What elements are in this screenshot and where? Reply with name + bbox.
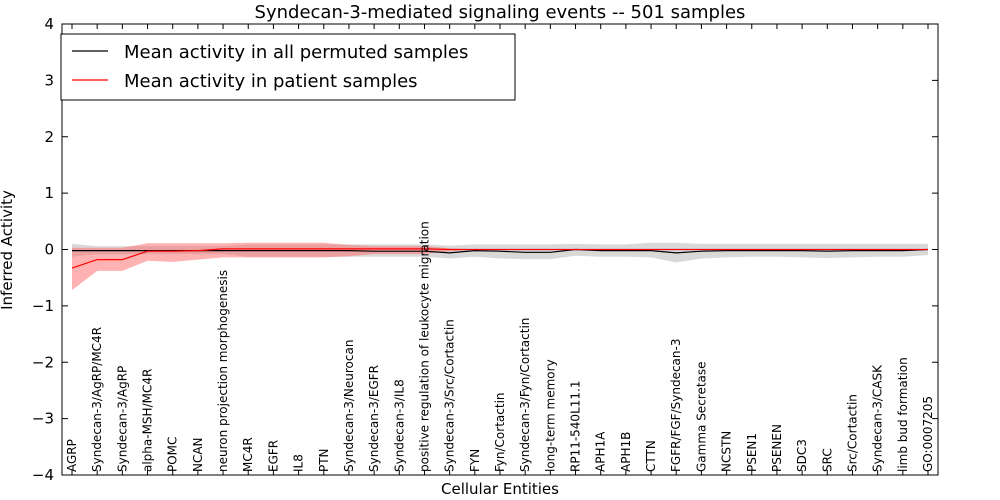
x-tick-label: limb bud formation [896, 357, 910, 472]
x-axis-title: Cellular Entities [441, 480, 559, 498]
x-tick-label: Syndecan-3/Neurocan [342, 340, 356, 472]
y-axis-title: Inferred Activity [0, 190, 16, 310]
x-tick-label: Syndecan-3/AgRP/MC4R [90, 327, 104, 472]
y-tick-label: −4 [32, 466, 54, 484]
y-tick-label: −2 [32, 353, 54, 371]
x-tick-label: IL8 [292, 454, 306, 472]
legend: Mean activity in all permuted samples Me… [60, 33, 516, 101]
x-tick-label: FYN [468, 449, 482, 472]
x-tick-label: Syndecan-3/Src/Cortactin [443, 319, 457, 472]
x-tick-label: Syndecan-3/AgRP [115, 366, 129, 472]
x-tick-label: neuron projection morphogenesis [216, 270, 230, 472]
line-patient [71, 248, 928, 269]
x-tick-label: Syndecan-3/CASK [871, 364, 885, 472]
x-tick-label: PTN [317, 448, 331, 472]
x-tick-label: RP11-540L11.1 [569, 381, 583, 472]
x-tick-label: long-term memory [543, 359, 557, 472]
line-permuted [72, 248, 929, 254]
x-tick-label: Syndecan-3/IL8 [392, 379, 406, 472]
y-tick-label: −1 [32, 297, 54, 315]
chart-title: Syndecan-3-mediated signaling events -- … [255, 2, 746, 23]
band-patient [72, 242, 928, 291]
legend-label-permuted: Mean activity in all permuted samples [124, 42, 468, 63]
confidence-bands [72, 242, 928, 291]
x-tick-label: FGFR/FGF/Syndecan-3 [669, 339, 683, 472]
x-tick-label: NCSTN [720, 431, 734, 472]
category-labels: AGRP Syndecan-3/AgRP/MC4R Syndecan-3/AgRP a… [65, 221, 935, 472]
y-tick-label: 2 [44, 128, 54, 146]
x-tick-label: positive regulation of leukocyte migrati… [417, 221, 431, 472]
x-tick-label: GO:0007205 [921, 396, 935, 472]
x-tick-label: PSENEN [770, 424, 784, 472]
y-tick-labels: 4 3 2 1 0 −1 −2 −3 −4 [32, 15, 54, 484]
legend-label-patient: Mean activity in patient samples [124, 71, 418, 92]
x-tick-label: CTTN [644, 440, 658, 472]
x-tick-label: alpha-MSH/MC4R [141, 369, 155, 472]
y-tick-label: −3 [32, 410, 54, 428]
x-tick-label: Syndecan-3/EGFR [367, 365, 381, 472]
legend-box [60, 33, 516, 101]
plot-frame [61, 23, 939, 476]
x-tick-label: Syndecan-3/Fyn/Cortactin [518, 318, 532, 472]
x-tick-label: Gamma Secretase [694, 361, 708, 472]
x-tick-label: SRC [820, 448, 834, 472]
x-tick-label: POMC [166, 437, 180, 472]
x-tick-label: PSEN1 [745, 433, 759, 472]
y-tick-label: 4 [44, 15, 54, 33]
x-tick-label: Src/Cortactin [845, 394, 859, 472]
y-tick-label: 1 [44, 184, 54, 202]
x-tick-label: APH1B [619, 432, 633, 472]
series-lines [71, 248, 929, 269]
x-tick-label: MC4R [241, 437, 255, 472]
x-tick-label: APH1A [594, 431, 608, 472]
x-tick-label: EGFR [266, 440, 280, 472]
x-tick-label: SDC3 [795, 439, 809, 472]
y-tick-label: 3 [44, 71, 54, 89]
x-tick-label: AGRP [65, 439, 79, 472]
y-tick-label: 0 [44, 241, 54, 259]
x-tick-label: Fyn/Cortactin [493, 392, 507, 472]
x-tick-label: NCAN [191, 437, 205, 472]
